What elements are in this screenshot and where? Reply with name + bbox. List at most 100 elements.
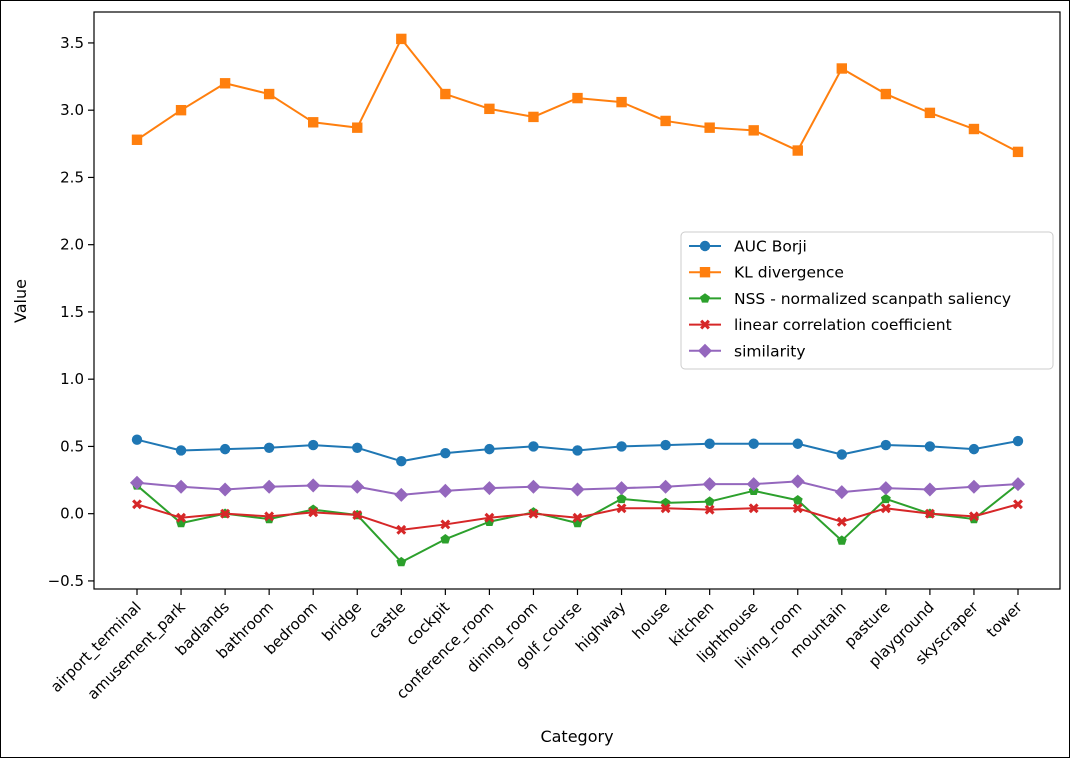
data-point xyxy=(396,556,407,567)
data-point xyxy=(129,475,145,490)
data-point xyxy=(219,443,231,455)
data-point xyxy=(572,445,583,456)
series-1 xyxy=(131,33,1024,158)
data-point xyxy=(792,145,803,156)
legend-label: similarity xyxy=(734,342,806,360)
data-point xyxy=(394,487,409,502)
series-layer xyxy=(129,33,1026,567)
series-0 xyxy=(131,434,1024,467)
data-point xyxy=(836,516,847,527)
y-axis: −0.5 0.0 0.5 1.0 1.5 2.0 2.5 3.0 3.5 xyxy=(48,34,94,590)
data-point xyxy=(792,503,803,514)
data-point xyxy=(262,479,277,494)
data-point xyxy=(396,33,407,45)
data-point xyxy=(1013,499,1023,510)
legend-marker xyxy=(700,293,710,303)
data-point xyxy=(616,441,627,452)
legend-label: NSS - normalized scanpath saliency xyxy=(734,290,1011,308)
data-point xyxy=(264,511,275,522)
data-point xyxy=(748,438,759,449)
legend-marker xyxy=(697,343,713,358)
legend-item-0: AUC Borji xyxy=(689,238,807,256)
y-tick-label: 0.0 xyxy=(60,505,84,523)
legend-marker xyxy=(700,319,710,330)
x-tick-label: tower xyxy=(983,598,1027,642)
data-point xyxy=(704,504,715,515)
data-point xyxy=(704,496,715,506)
y-axis-label: Value xyxy=(11,279,30,323)
data-point xyxy=(131,434,143,445)
data-point xyxy=(836,63,847,74)
series-4 xyxy=(129,474,1026,502)
legend-marker xyxy=(699,267,711,278)
data-point xyxy=(924,107,936,119)
legend-label: AUC Borji xyxy=(734,238,807,256)
data-point xyxy=(790,474,805,489)
legend-marker xyxy=(699,240,711,252)
data-point xyxy=(704,438,715,449)
data-point xyxy=(484,443,495,455)
legend-item-2: NSS - normalized scanpath saliency xyxy=(689,290,1011,308)
data-point xyxy=(614,481,629,496)
data-point xyxy=(968,443,980,455)
data-point xyxy=(131,134,143,145)
data-point xyxy=(175,104,187,116)
data-point xyxy=(660,439,671,451)
data-point xyxy=(658,479,673,494)
y-tick-label: 2.5 xyxy=(60,168,84,186)
data-point xyxy=(218,482,233,497)
y-tick-label: −0.5 xyxy=(48,572,84,590)
data-point xyxy=(1012,435,1024,447)
data-point xyxy=(570,482,585,497)
data-point xyxy=(174,479,189,494)
data-point xyxy=(352,510,363,520)
y-tick-label: 3.5 xyxy=(60,34,84,52)
data-point xyxy=(572,512,583,523)
data-point xyxy=(616,96,627,108)
data-point xyxy=(616,493,627,504)
y-tick-label: 0.5 xyxy=(60,437,84,455)
x-axis: airport_terminalamusement_parkbadlandsba… xyxy=(47,589,1026,704)
series-3 xyxy=(132,499,1023,535)
data-point xyxy=(834,485,849,500)
data-point xyxy=(440,534,451,544)
data-point xyxy=(966,479,981,494)
data-point xyxy=(440,88,451,100)
data-point xyxy=(528,111,539,123)
legend-item-4: similarity xyxy=(689,342,806,360)
data-point xyxy=(308,117,319,128)
data-point xyxy=(484,512,495,523)
data-point xyxy=(263,442,275,453)
data-point xyxy=(878,481,893,496)
data-point xyxy=(438,483,453,498)
data-point xyxy=(968,123,980,135)
data-point xyxy=(880,439,892,451)
data-point xyxy=(616,503,627,514)
data-point xyxy=(704,122,715,133)
data-point xyxy=(792,438,803,449)
data-point xyxy=(748,125,759,136)
data-point xyxy=(132,499,142,510)
legend-item-3: linear correlation coefficient xyxy=(689,316,952,334)
y-tick-label: 2.0 xyxy=(60,236,84,254)
data-point xyxy=(1010,477,1026,492)
data-point xyxy=(836,449,847,460)
data-point xyxy=(308,507,319,518)
data-point xyxy=(528,441,539,452)
y-tick-label: 1.5 xyxy=(60,303,84,321)
data-point xyxy=(440,447,451,459)
data-point xyxy=(660,115,671,127)
data-point xyxy=(702,477,717,492)
x-tick-label: bridge xyxy=(318,598,365,645)
data-point xyxy=(526,479,541,494)
data-point xyxy=(924,441,936,452)
data-point xyxy=(836,535,847,545)
legend-label: linear correlation coefficient xyxy=(734,316,952,334)
data-point xyxy=(352,442,363,453)
data-point xyxy=(748,503,759,514)
y-tick-label: 3.0 xyxy=(60,101,84,119)
data-point xyxy=(440,519,451,530)
data-point xyxy=(746,477,761,492)
